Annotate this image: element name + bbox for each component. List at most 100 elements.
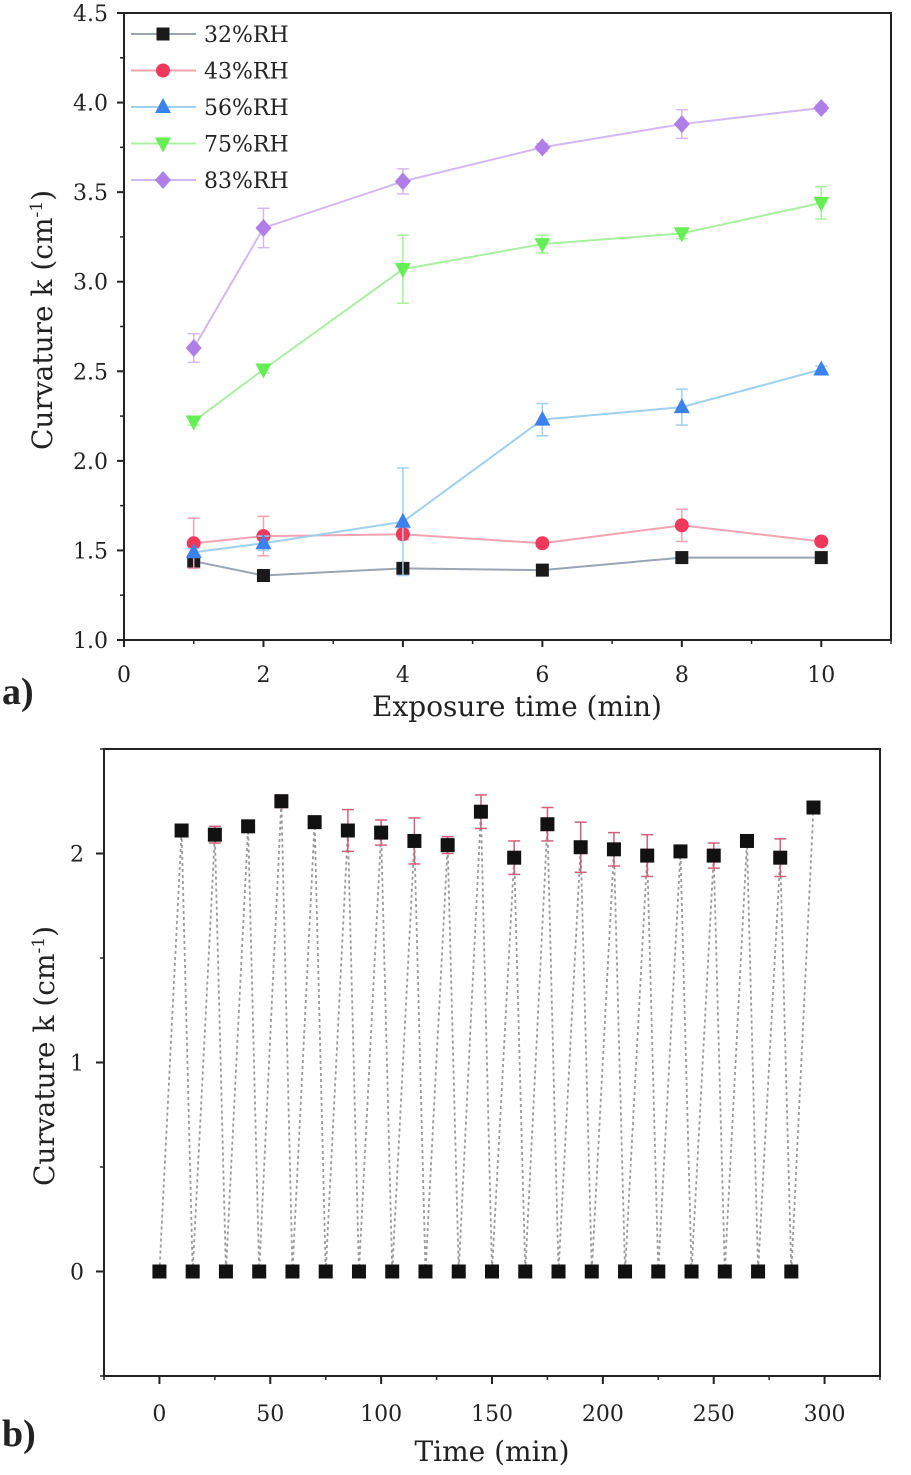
panel-a-data-point [185, 338, 202, 357]
panel-b-x-tick-label: 0 [152, 1402, 166, 1427]
panel-a-y-axis-title-main: Curvature k (cm [26, 217, 59, 450]
panel-a-y-tick-label: 4.5 [73, 2, 108, 27]
panel-b-data-point [784, 1264, 799, 1279]
panel-a-y-axis-title-sup: -1 [27, 201, 47, 218]
panel-b-x-tick-label: 150 [471, 1402, 513, 1427]
panel-a-data-point [673, 227, 690, 243]
panel-a-data-point [674, 518, 689, 533]
panel-a-data-point [673, 398, 690, 414]
panel-a-x-axis-title: Exposure time (min) [372, 690, 662, 723]
panel-b-data-point [706, 848, 721, 863]
panel-b-data-point [418, 1264, 433, 1279]
panel-a-y-tick-label: 3.5 [73, 181, 108, 206]
panel-b-data-point [340, 823, 355, 838]
panel-b-data-point [751, 1264, 766, 1279]
panel-b-data-point [684, 1264, 699, 1279]
panel-b-data-point [407, 833, 422, 848]
panel-b-data-point [739, 833, 754, 848]
panel-b-data-point [374, 825, 389, 840]
panel-b-y-axis-title-main: Curvature k (cm [28, 953, 61, 1186]
panel-b-y-axis-title-close: ) [28, 926, 61, 937]
panel-a-data-point [185, 543, 202, 559]
panel-a-data-point [255, 363, 272, 379]
panel-b-data-point [307, 815, 322, 830]
panel-a-data-point [814, 551, 828, 565]
panel-a-y-axis-title-close: ) [26, 190, 59, 201]
panel-a-series-83pctrh [185, 98, 830, 364]
panel-b-y-tick-label: 0 [70, 1261, 84, 1286]
panel-b-data-point [507, 850, 522, 865]
panel-a-data-point [675, 551, 689, 565]
panel-b-data-point [440, 838, 455, 853]
panel-a-data-point [185, 415, 202, 431]
panel-a-legend-label: 75%RH [204, 133, 289, 158]
panel-a-series-32pctrh [187, 551, 828, 583]
panel-b-label: b) [2, 1413, 36, 1455]
panel-a-legend-label: 56%RH [204, 96, 289, 121]
panel-b-y-tick-label: 2 [70, 843, 84, 868]
panel-a-legend-marker [155, 137, 171, 153]
panel-b-data-point [573, 840, 588, 855]
panel-a-x-tick-label: 0 [117, 663, 131, 688]
panel-a-legend-item: 75%RH [131, 133, 289, 158]
panel-a-y-tick-label: 1.0 [73, 629, 108, 654]
panel-a-y-axis-title: Curvature k (cm-1) [26, 190, 59, 450]
panel-a-data-point [535, 536, 550, 551]
panel-a-series-line [193, 201, 822, 423]
panel-a-series-line [193, 556, 822, 577]
panel-a-legend-label: 43%RH [204, 60, 289, 85]
panel-a-legend-label: 83%RH [204, 169, 289, 194]
panel-a-legend-marker [155, 98, 171, 113]
panel-a-legend-marker [155, 171, 171, 189]
panel-a-data-point [813, 196, 830, 212]
panel-b-chart: 0 50 100 150 200 250 300 0 1 2 Time (min) Curvatu… [2, 748, 881, 1468]
panel-a-data-point [394, 263, 411, 279]
panel-b-data-point [717, 1264, 732, 1279]
panel-a-legend-item: 83%RH [131, 169, 289, 194]
panel-a-legend-item: 32%RH [131, 23, 289, 48]
panel-b-data-point [485, 1264, 499, 1279]
panel-a-series-56pctrh [185, 360, 830, 577]
panel-b-data-point [640, 848, 655, 863]
panel-b-data-point [351, 1264, 366, 1279]
panel-b-data-point [618, 1264, 633, 1279]
panel-a-y-tick-label: 2.0 [73, 450, 108, 475]
panel-b-data-point [285, 1264, 300, 1279]
panel-a-y-tick-label: 1.5 [73, 539, 108, 564]
panel-b-x-tick-label: 250 [693, 1402, 735, 1427]
panel-b-data-point [185, 1264, 200, 1279]
panel-b-data-point [451, 1264, 466, 1279]
panel-a-y-tick-label: 3.0 [73, 271, 108, 296]
panel-b-series-line [158, 801, 815, 1272]
panel-b-x-tick-label: 200 [582, 1402, 624, 1427]
panel-a-data-point [813, 360, 830, 376]
panel-a-legend: 32%RH 43%RH 56%RH 75%RH 83%RH [131, 23, 289, 194]
panel-b-x-tick-label: 50 [256, 1402, 284, 1427]
panel-b-data-point [274, 794, 289, 809]
panel-b-series [152, 794, 821, 1279]
panel-a-data-point [534, 410, 551, 426]
panel-a-series-75pctrh [185, 186, 830, 431]
panel-b-data-point [218, 1264, 233, 1279]
panel-a-series-line [192, 106, 822, 349]
panel-b-data-point [673, 844, 688, 859]
panel-a-series-43pctrh [186, 508, 829, 570]
panel-a-series-line [193, 368, 822, 554]
panel-b-y-axis-title-sup: -1 [29, 937, 49, 954]
panel-a-legend-marker [156, 63, 170, 78]
panel-a-axes: 0 2 4 6 8 10 1.0 1.5 2.0 2.5 3.0 3.5 4.0 4.5 [73, 2, 892, 688]
panel-a-data-point [255, 218, 272, 237]
panel-b-x-tick-label: 300 [804, 1402, 846, 1427]
panel-a-y-tick-label: 4.0 [73, 92, 108, 117]
panel-a-chart: 0 2 4 6 8 10 1.0 1.5 2.0 2.5 3.0 3.5 4.0 4.5 32%RH 43%… [2, 2, 892, 723]
panel-a-data-point [535, 563, 549, 577]
panel-b-data-point [518, 1264, 533, 1279]
panel-b-data-point [152, 1264, 167, 1279]
panel-a-data-point [814, 534, 829, 549]
panel-a-data-point [673, 115, 690, 134]
panel-b-y-tick-label: 1 [70, 1052, 84, 1077]
panel-a-label: a) [2, 671, 34, 713]
panel-a-series [185, 98, 830, 583]
panel-b-data-point [241, 819, 256, 834]
